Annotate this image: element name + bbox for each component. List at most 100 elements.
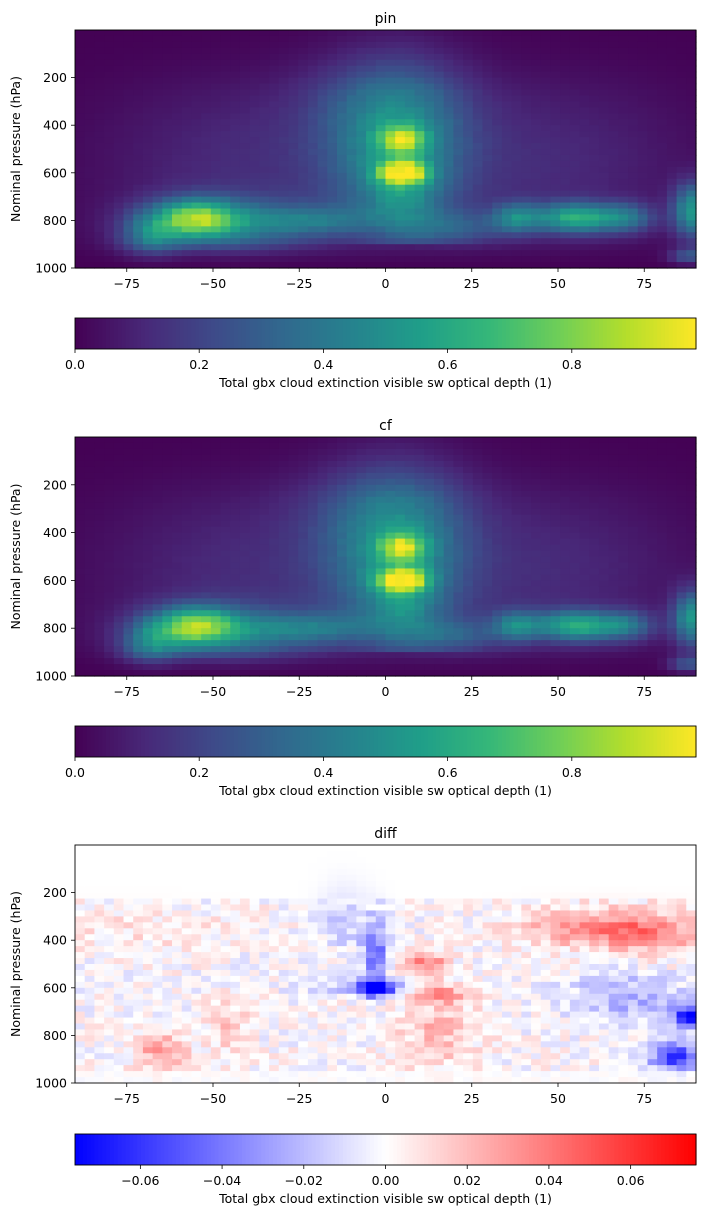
heatmap-cell	[608, 598, 619, 605]
heatmap-cell	[472, 448, 484, 456]
colorbar-segment	[129, 318, 134, 349]
heatmap-cell	[133, 47, 144, 55]
heatmap-cell	[172, 598, 183, 605]
heatmap-cell	[540, 184, 552, 192]
heatmap-cell	[598, 472, 610, 480]
heatmap-cell	[366, 634, 377, 641]
heatmap-cell	[84, 604, 95, 611]
heatmap-cell	[191, 610, 202, 617]
colorbar-segment	[269, 318, 274, 349]
heatmap-cell	[123, 190, 134, 198]
heatmap-cell	[472, 514, 484, 522]
heatmap-cell	[463, 244, 474, 251]
heatmap-cell	[201, 131, 212, 138]
heatmap-cell	[482, 178, 493, 186]
heatmap-cell	[657, 172, 668, 180]
heatmap-cell	[443, 508, 455, 516]
heatmap-cell	[84, 113, 95, 120]
heatmap-cell	[531, 83, 542, 91]
heatmap-cell	[133, 460, 144, 468]
heatmap-cell	[201, 160, 212, 168]
heatmap-cell	[94, 466, 105, 474]
heatmap-cell	[84, 238, 95, 245]
heatmap-cell	[259, 226, 270, 233]
heatmap-cell	[327, 107, 338, 114]
heatmap-cell	[366, 220, 377, 227]
heatmap-cell	[317, 658, 328, 665]
heatmap-cell	[579, 166, 590, 174]
heatmap-cell	[307, 568, 319, 576]
heatmap-cell	[366, 670, 377, 677]
heatmap-cell	[172, 190, 183, 198]
heatmap-cell	[395, 196, 406, 204]
heatmap-cell	[569, 634, 581, 641]
heatmap-cell	[104, 202, 115, 210]
heatmap-cell	[181, 35, 193, 43]
heatmap-cell	[608, 502, 619, 510]
heatmap-cell	[239, 568, 251, 576]
heatmap-cell	[220, 598, 231, 605]
heatmap-cell	[152, 149, 163, 156]
heatmap-cell	[191, 160, 202, 168]
heatmap-cell	[598, 190, 610, 198]
heatmap-cell	[230, 508, 241, 516]
heatmap-cell	[356, 442, 367, 450]
heatmap-cell	[628, 107, 639, 114]
heatmap-cell	[346, 604, 357, 611]
heatmap-cell	[152, 628, 163, 635]
heatmap-cell	[598, 232, 610, 239]
heatmap-cell	[317, 610, 328, 617]
heatmap-cell	[94, 208, 105, 216]
heatmap-cell	[540, 610, 552, 617]
heatmap-cell	[666, 160, 678, 168]
heatmap-cell	[356, 466, 367, 474]
heatmap-cell	[443, 53, 455, 61]
heatmap-cell	[608, 508, 619, 516]
heatmap-cell	[560, 113, 571, 120]
heatmap-cell	[269, 484, 280, 492]
heatmap-cell	[317, 178, 328, 186]
heatmap-cell	[298, 166, 309, 174]
heatmap-cell	[598, 622, 610, 629]
heatmap-cell	[104, 214, 115, 221]
heatmap-cell	[356, 154, 367, 162]
heatmap-cell	[453, 466, 464, 474]
heatmap-cell	[531, 137, 542, 144]
heatmap-cell	[414, 532, 425, 540]
heatmap-cell	[511, 496, 522, 504]
heatmap-cell	[201, 532, 212, 540]
heatmap-cell	[152, 107, 163, 114]
heatmap-cell	[123, 178, 134, 186]
heatmap-cell	[259, 202, 270, 210]
heatmap-cell	[142, 131, 154, 138]
heatmap-cell	[618, 190, 629, 198]
heatmap-cell	[443, 544, 455, 552]
heatmap-cell	[482, 143, 493, 150]
heatmap-cell	[414, 208, 425, 216]
heatmap-cell	[249, 538, 260, 546]
heatmap-cell	[686, 131, 697, 138]
heatmap-cell	[521, 65, 532, 73]
heatmap-cell	[482, 107, 493, 114]
heatmap-cell	[482, 154, 493, 162]
heatmap-cell	[434, 59, 445, 67]
panel-pin: pin−75 −50 −25 0 25 50 752004006008001000Nomin…	[8, 11, 697, 390]
heatmap-cell	[404, 172, 416, 180]
heatmap-cell	[385, 616, 396, 623]
heatmap-cell	[104, 178, 115, 186]
heatmap-cell	[569, 622, 581, 629]
heatmap-cell	[375, 184, 387, 192]
heatmap-cell	[686, 113, 697, 120]
heatmap-cell	[492, 143, 503, 150]
heatmap-cell	[375, 532, 387, 540]
heatmap-cell	[230, 226, 241, 233]
heatmap-cell	[298, 562, 309, 570]
heatmap-cell	[511, 172, 522, 180]
heatmap-cell	[598, 437, 610, 444]
heatmap-cell	[317, 514, 328, 522]
colorbar-segment	[307, 318, 313, 349]
heatmap-cell	[395, 442, 406, 450]
heatmap-cell	[511, 65, 522, 73]
heatmap-cell	[463, 502, 474, 510]
heatmap-cell	[608, 472, 619, 480]
